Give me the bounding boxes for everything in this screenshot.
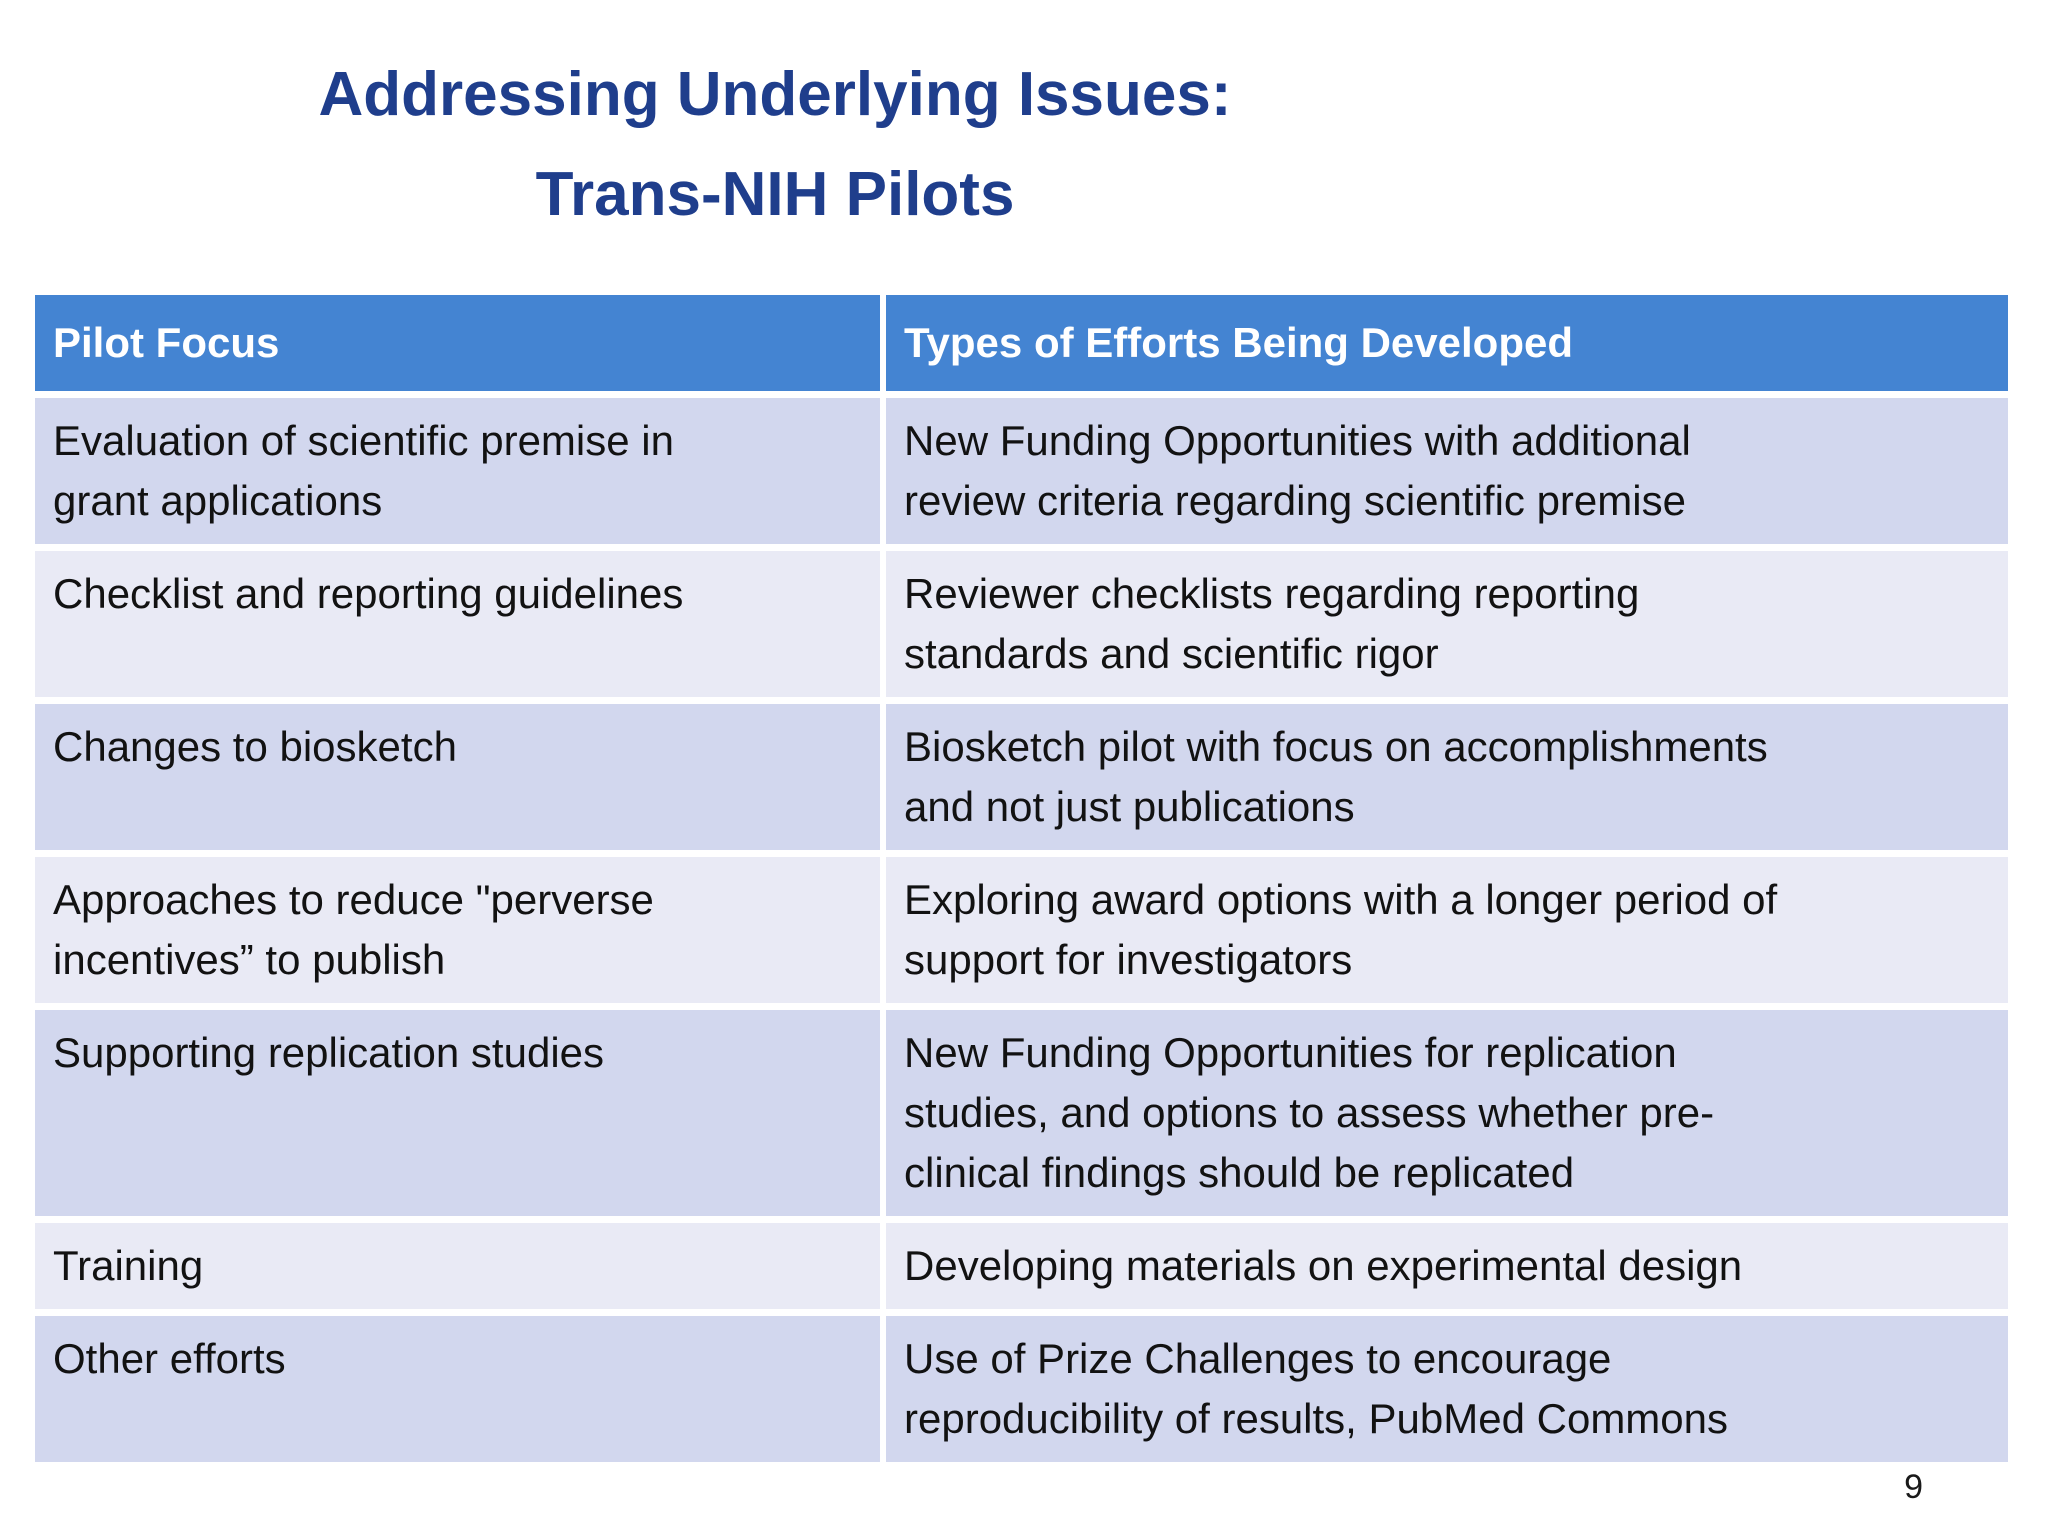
cell-pilot-focus: Other efforts bbox=[35, 1316, 880, 1462]
cell-pilot-focus: Evaluation of scientific premise in gran… bbox=[35, 398, 880, 544]
slide-title: Addressing Underlying Issues: Trans-NIH … bbox=[30, 45, 1520, 245]
cell-efforts: Biosketch pilot with focus on accomplish… bbox=[886, 704, 2008, 850]
cell-efforts: Exploring award options with a longer pe… bbox=[886, 857, 2008, 1003]
pilots-table: Pilot Focus Types of Efforts Being Devel… bbox=[35, 295, 2008, 1462]
slide-title-line2: Trans-NIH Pilots bbox=[535, 160, 1015, 229]
cell-efforts: Use of Prize Challenges to encourage rep… bbox=[886, 1316, 2008, 1462]
cell-pilot-focus: Checklist and reporting guidelines bbox=[35, 551, 880, 697]
cell-efforts: Reviewer checklists regarding reporting … bbox=[886, 551, 2008, 697]
cell-pilot-focus: Supporting replication studies bbox=[35, 1010, 880, 1216]
cell-pilot-focus: Changes to biosketch bbox=[35, 704, 880, 850]
cell-efforts: New Funding Opportunities with additiona… bbox=[886, 398, 2008, 544]
cell-pilot-focus: Approaches to reduce "perverse incentive… bbox=[35, 857, 880, 1003]
cell-pilot-focus: Training bbox=[35, 1223, 880, 1309]
cell-efforts: Developing materials on experimental des… bbox=[886, 1223, 2008, 1309]
slide-title-line1: Addressing Underlying Issues: bbox=[318, 60, 1232, 129]
page-number: 9 bbox=[1904, 1468, 1923, 1506]
column-header-efforts: Types of Efforts Being Developed bbox=[886, 295, 2008, 391]
cell-efforts: New Funding Opportunities for replicatio… bbox=[886, 1010, 2008, 1216]
column-header-pilot-focus: Pilot Focus bbox=[35, 295, 880, 391]
